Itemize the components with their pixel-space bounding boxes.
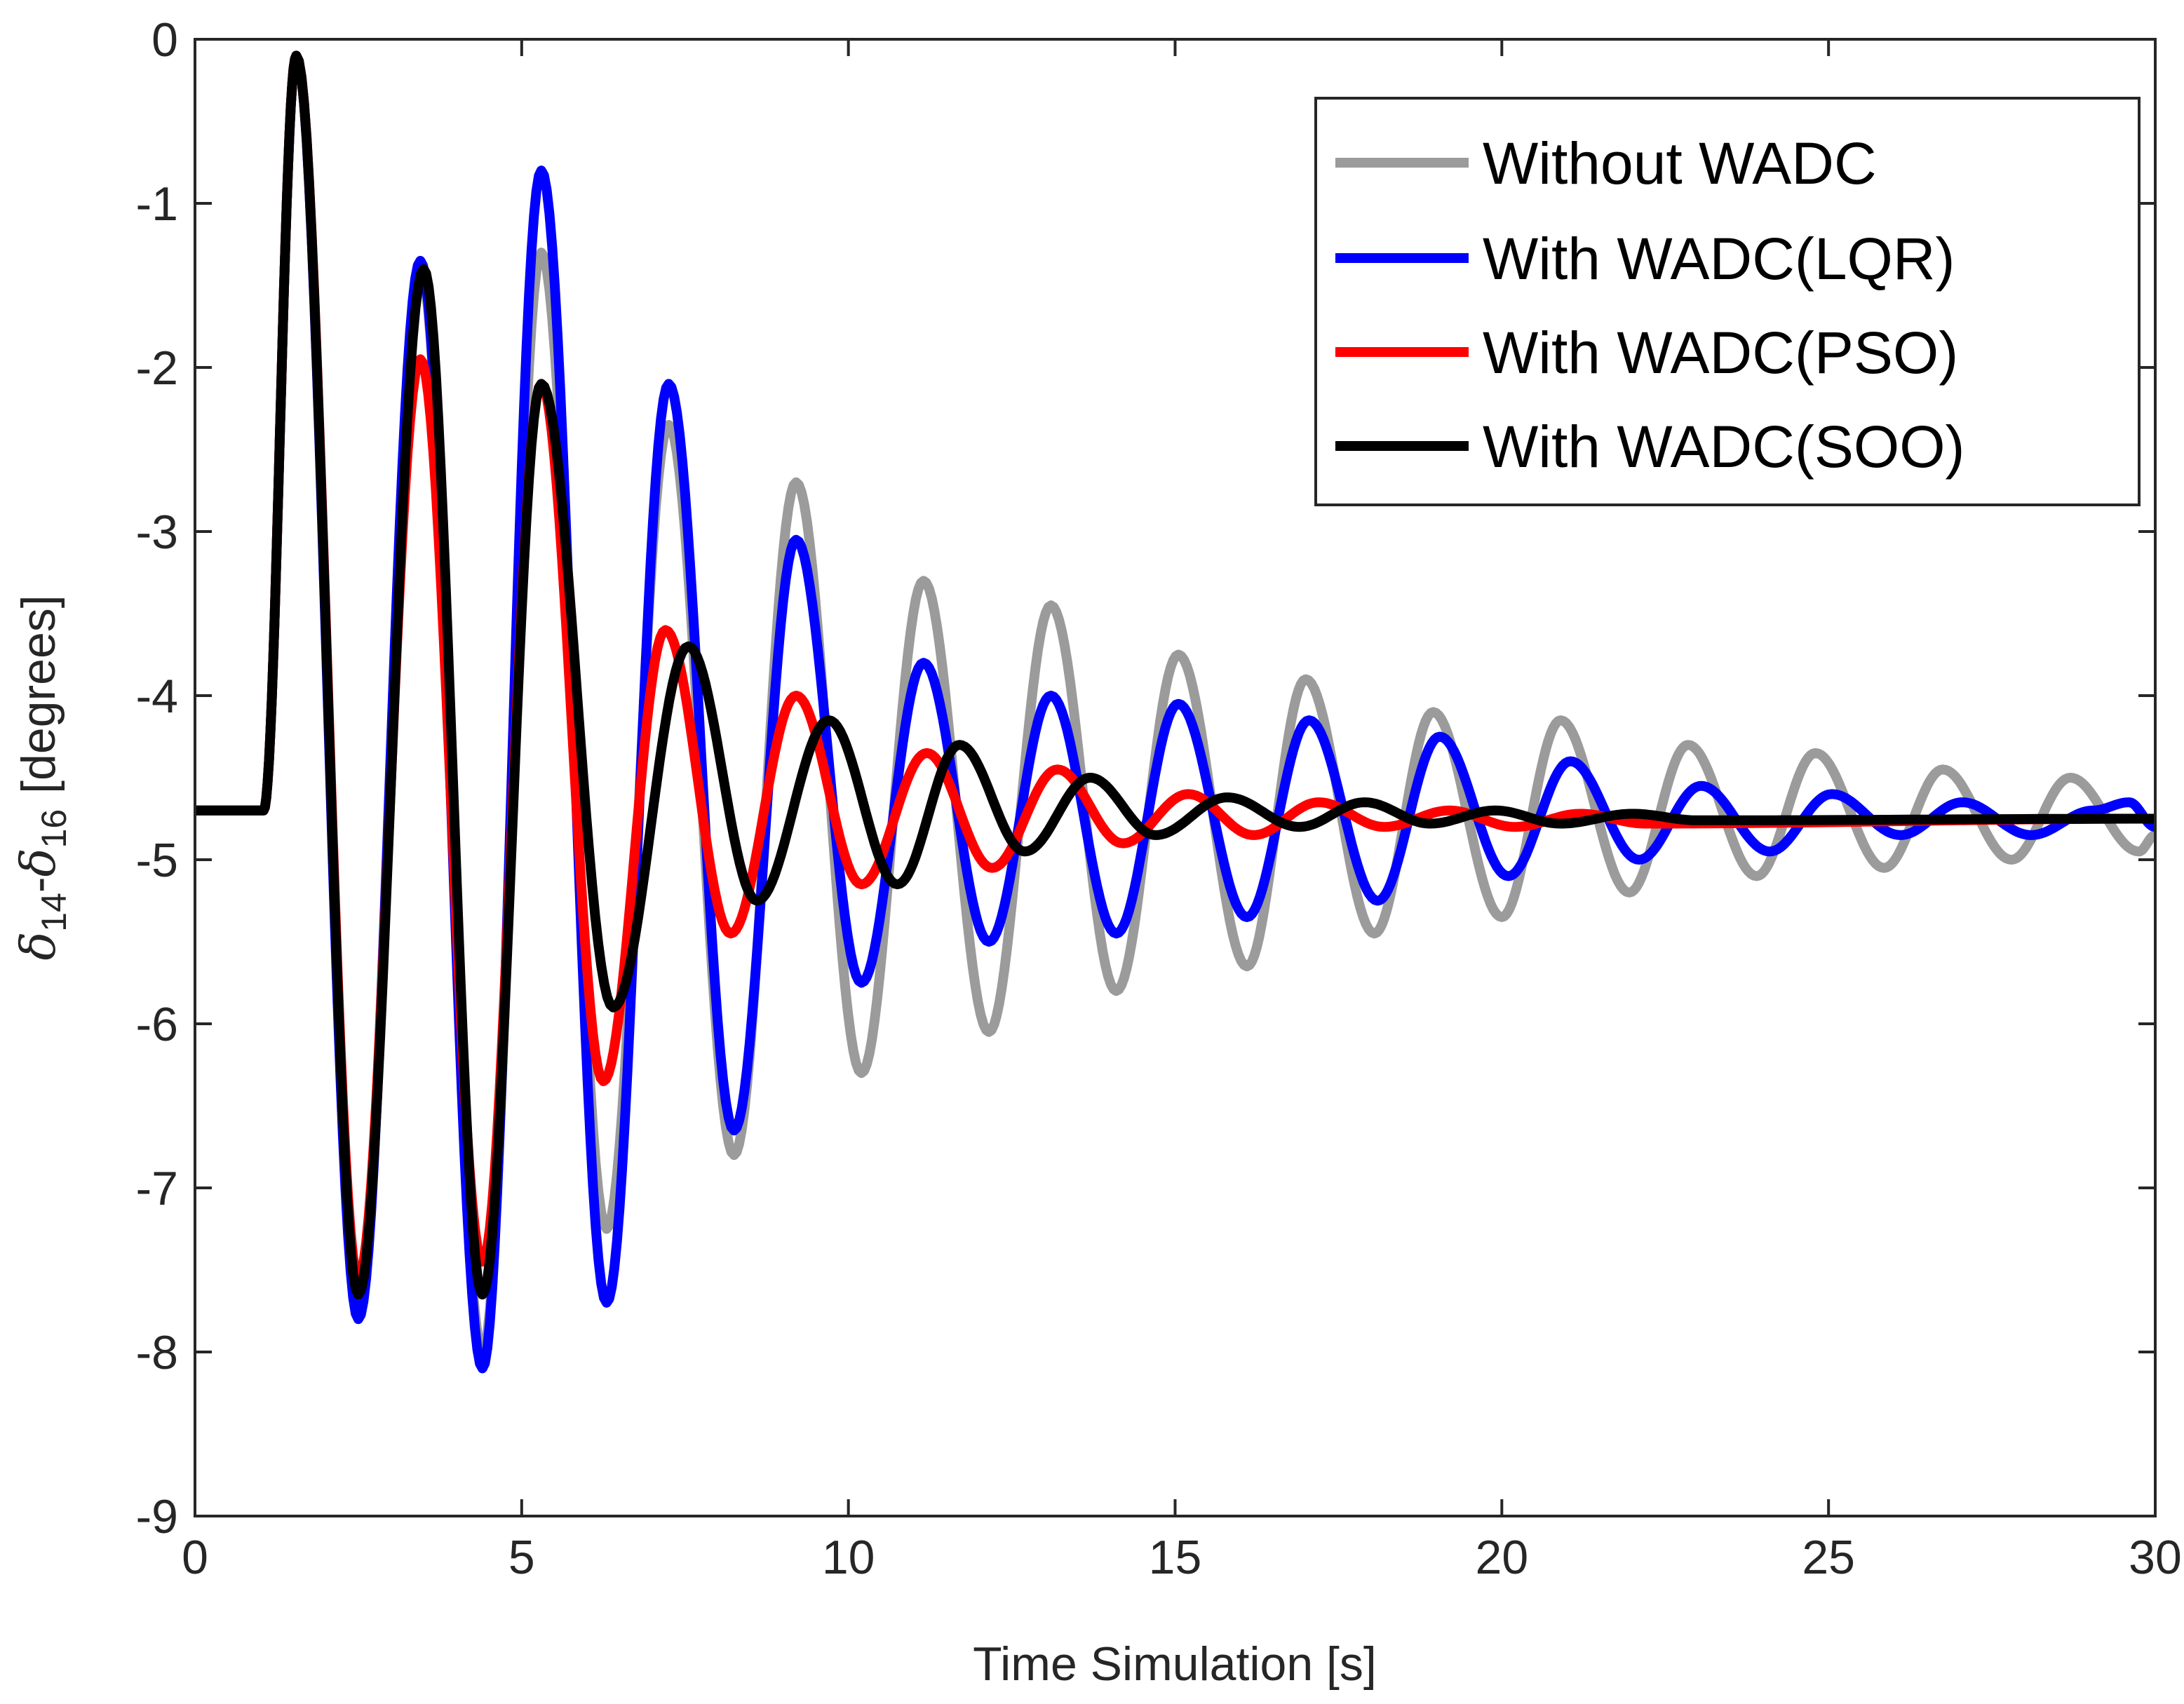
y-tick-label-3: -3	[136, 506, 178, 559]
x-tick-label-2: 10	[822, 1531, 875, 1584]
y-axis-subscript-2: 16	[34, 809, 74, 848]
y-tick-label-6: -6	[136, 998, 178, 1051]
legend-label-pso: With WADC(PSO)	[1483, 320, 1958, 386]
y-axis-dash: -	[12, 877, 65, 893]
x-tick-label-5: 25	[1802, 1531, 1855, 1584]
x-tick-label-0: 0	[182, 1531, 208, 1584]
x-tick-label-6: 30	[2129, 1531, 2182, 1584]
y-axis-unit: [degrees]	[12, 595, 65, 794]
x-tick-label-1: 5	[508, 1531, 535, 1584]
y-tick-label-0: 0	[151, 13, 178, 67]
y-tick-label-1: -1	[136, 177, 178, 231]
y-tick-label-5: -5	[136, 834, 178, 887]
legend: Without WADC With WADC(LQR) With WADC(PS…	[1314, 97, 2141, 506]
y-axis-subscript-1: 14	[34, 893, 74, 932]
ticks-layer: 0 5 10 15 20 25 30 0 -1 -2 -3 -4 -5 -6 -7 -8 -9	[136, 13, 2182, 1584]
y-axis-title: δ14-δ16[degrees]	[11, 595, 74, 960]
x-tick-label-4: 20	[1476, 1531, 1529, 1584]
y-tick-label-9: -9	[136, 1490, 178, 1543]
y-tick-label-4: -4	[136, 670, 178, 723]
y-tick-label-2: -2	[136, 342, 178, 395]
series-layer	[195, 50, 2155, 1374]
y-axis-delta-1: δ	[11, 932, 67, 961]
legend-label-without-wadc: Without WADC	[1483, 130, 1877, 196]
x-axis-title: Time Simulation [s]	[973, 1637, 1377, 1691]
y-tick-label-7: -7	[136, 1162, 178, 1215]
legend-label-soo: With WADC(SOO)	[1483, 414, 1965, 480]
y-axis-delta-2: δ	[11, 848, 67, 877]
y-tick-label-8: -8	[136, 1326, 178, 1379]
x-tick-label-3: 15	[1149, 1531, 1202, 1584]
legend-label-lqr: With WADC(LQR)	[1483, 226, 1955, 292]
series-line-with-wadc-soo	[195, 50, 2155, 1300]
